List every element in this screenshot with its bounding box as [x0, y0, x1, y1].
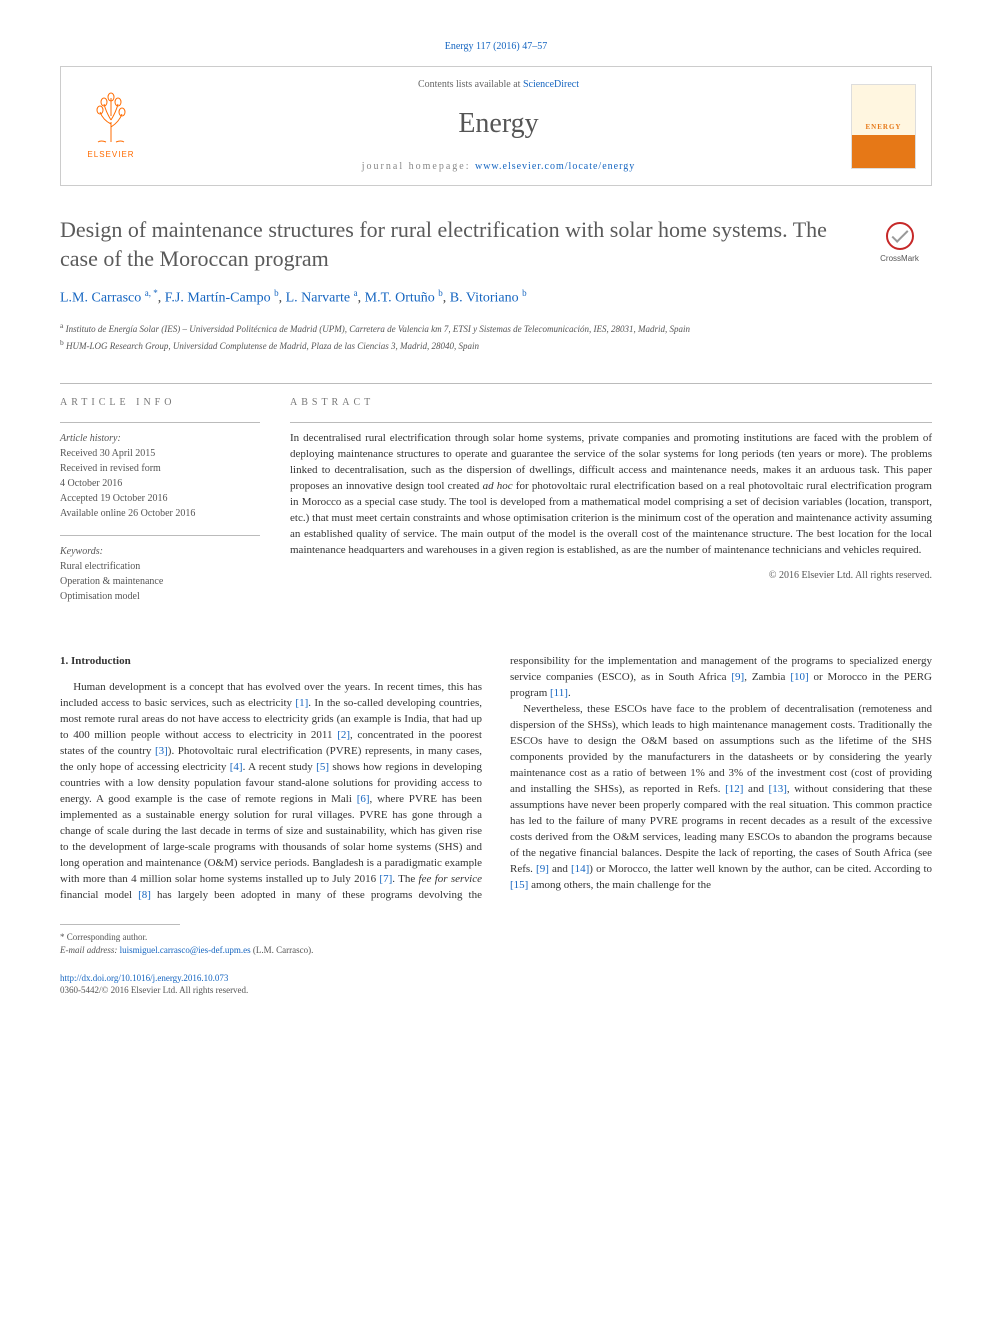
contents-available-line: Contents lists available at ScienceDirec… [146, 78, 851, 92]
ref-link[interactable]: [13] [769, 783, 787, 795]
abstract-copyright: © 2016 Elsevier Ltd. All rights reserved… [290, 569, 932, 584]
keywords-block: Keywords: Rural electrification Operatio… [60, 535, 260, 604]
article-body: 1. Introduction Human development is a c… [60, 654, 932, 903]
footnote-rule [60, 924, 180, 925]
doi-line: http://dx.doi.org/10.1016/j.energy.2016.… [60, 972, 932, 985]
history-line: Received in revised form [60, 461, 260, 476]
doi-link[interactable]: http://dx.doi.org/10.1016/j.energy.2016.… [60, 973, 228, 983]
journal-name: Energy [146, 104, 851, 143]
history-line: Received 30 April 2015 [60, 446, 260, 461]
abstract-panel: ABSTRACT In decentralised rural electrif… [290, 384, 932, 618]
ref-link[interactable]: [14] [571, 863, 589, 875]
elsevier-tree-icon [86, 92, 136, 147]
ref-link[interactable]: [11] [550, 687, 568, 699]
keyword: Rural electrification [60, 559, 260, 574]
section-heading-intro: 1. Introduction [60, 654, 482, 670]
ref-link[interactable]: [12] [725, 783, 743, 795]
ref-link[interactable]: [8] [138, 889, 151, 901]
affiliations: a Instituto de Energía Solar (IES) – Uni… [60, 320, 932, 353]
email-suffix: (L.M. Carrasco). [253, 945, 313, 955]
email-label: E-mail address: [60, 945, 117, 955]
article-title: Design of maintenance structures for rur… [60, 216, 932, 273]
author-4[interactable]: M.T. Ortuño [365, 291, 435, 306]
affiliation-b: HUM-LOG Research Group, Universidad Comp… [66, 341, 479, 351]
crossmark-badge[interactable]: CrossMark [867, 222, 932, 264]
corr-label: * Corresponding author. [60, 931, 932, 945]
crossmark-label: CrossMark [867, 253, 932, 264]
corresponding-author-note: * Corresponding author. E-mail address: … [60, 931, 932, 958]
author-1[interactable]: L.M. Carrasco [60, 291, 141, 306]
author-3[interactable]: L. Narvarte [286, 291, 351, 306]
author-list: L.M. Carrasco a, *, F.J. Martín-Campo b,… [60, 287, 932, 308]
ref-link[interactable]: [15] [510, 879, 528, 891]
cover-label: ENERGY [852, 123, 915, 133]
ref-link[interactable]: [3] [155, 745, 168, 757]
homepage-link[interactable]: www.elsevier.com/locate/energy [475, 161, 635, 172]
ref-link[interactable]: [7] [379, 873, 392, 885]
elsevier-wordmark: ELSEVIER [87, 149, 134, 160]
abstract-label: ABSTRACT [290, 396, 932, 410]
ref-link[interactable]: [10] [790, 671, 808, 683]
ref-link[interactable]: [6] [357, 793, 370, 805]
article-info-panel: ARTICLE INFO Article history: Received 3… [60, 384, 260, 618]
sciencedirect-link[interactable]: ScienceDirect [523, 79, 579, 90]
keyword: Optimisation model [60, 589, 260, 604]
history-line: Accepted 19 October 2016 [60, 491, 260, 506]
history-line: Available online 26 October 2016 [60, 506, 260, 521]
issn-copyright: 0360-5442/© 2016 Elsevier Ltd. All right… [60, 984, 932, 997]
article-info-label: ARTICLE INFO [60, 396, 260, 410]
journal-header: ELSEVIER Contents lists available at Sci… [60, 66, 932, 186]
affiliation-a: Instituto de Energía Solar (IES) – Unive… [66, 324, 690, 334]
crossmark-icon [886, 222, 914, 250]
ref-link[interactable]: [1] [295, 697, 308, 709]
journal-cover-thumbnail: ENERGY [851, 84, 916, 169]
keyword: Operation & maintenance [60, 574, 260, 589]
abstract-text: In decentralised rural electrification t… [290, 422, 932, 583]
elsevier-logo: ELSEVIER [76, 86, 146, 166]
article-history: Article history: Received 30 April 2015 … [60, 422, 260, 521]
corr-email-link[interactable]: luismiguel.carrasco@ies-def.upm.es [120, 945, 251, 955]
ref-link[interactable]: [5] [316, 761, 329, 773]
history-line: 4 October 2016 [60, 476, 260, 491]
ref-link[interactable]: [4] [230, 761, 243, 773]
keywords-label: Keywords: [60, 544, 260, 559]
author-2[interactable]: F.J. Martín-Campo [165, 291, 271, 306]
ref-link[interactable]: [2] [337, 729, 350, 741]
journal-homepage-line: journal homepage: www.elsevier.com/locat… [146, 160, 851, 174]
ref-link[interactable]: [9] [731, 671, 744, 683]
ref-link[interactable]: [9] [536, 863, 549, 875]
contents-prefix: Contents lists available at [418, 79, 523, 90]
history-label: Article history: [60, 431, 260, 446]
body-paragraph: Nevertheless, these ESCOs have face to t… [510, 702, 932, 893]
homepage-prefix: journal homepage: [362, 161, 475, 172]
author-5[interactable]: B. Vitoriano [450, 291, 519, 306]
citation-line: Energy 117 (2016) 47–57 [60, 40, 932, 54]
